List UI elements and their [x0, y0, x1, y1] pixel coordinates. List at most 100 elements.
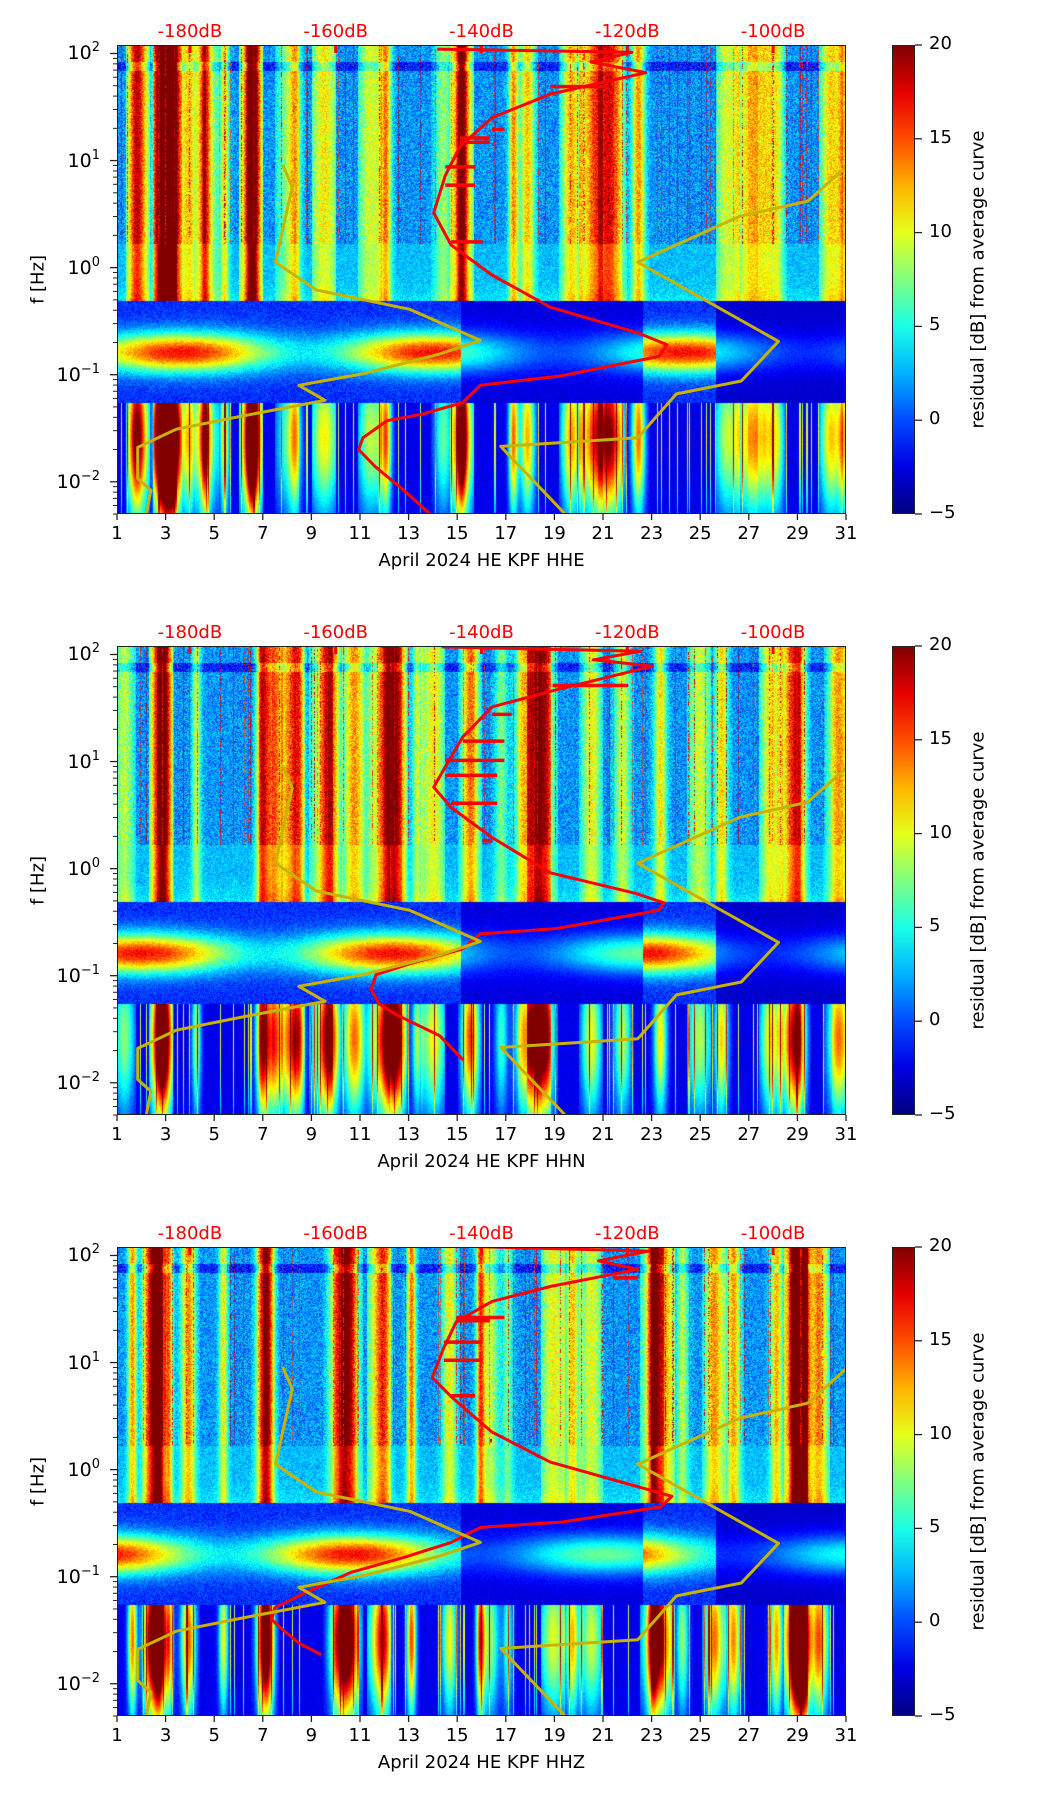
- y-axis-label: f [Hz]: [27, 254, 49, 304]
- y-tick-exponent: 1: [91, 748, 100, 764]
- y-tick-label: 101: [30, 749, 100, 773]
- y-tick-label: 101: [30, 1350, 100, 1374]
- high-noise-model: [499, 766, 845, 1114]
- y-tick-base: 10: [67, 643, 92, 666]
- x-tick-label: 1: [111, 523, 123, 544]
- y-tick-label: 10−2: [30, 1070, 100, 1094]
- x-tick-label: 19: [542, 1725, 566, 1746]
- y-tick-exponent: 0: [91, 254, 100, 270]
- db-tick-label: -120dB: [594, 1223, 660, 1244]
- colorbar: [892, 1247, 915, 1716]
- db-tick-label: -180dB: [157, 1223, 223, 1244]
- x-tick-label: 9: [305, 1725, 318, 1746]
- spectrogram-plot: [117, 1247, 846, 1716]
- y-tick-base: 10: [56, 470, 81, 493]
- x-tick-label: 5: [208, 523, 220, 544]
- db-tick-label: -180dB: [157, 622, 223, 643]
- colorbar-tick-label: 10: [929, 220, 952, 242]
- colorbar-label: residual [dB] from average curve: [967, 730, 989, 1030]
- colorbar-tick-label: 20: [929, 1235, 952, 1256]
- y-tick-base: 10: [67, 42, 92, 65]
- colorbar-tick-label: 20: [929, 634, 952, 655]
- colorbar-tick-label: 15: [929, 727, 952, 749]
- x-tick-label: 27: [737, 523, 761, 544]
- colorbar-tick-label: 0: [929, 1009, 941, 1031]
- colorbar-tick-label: 5: [929, 1516, 941, 1538]
- x-tick-label: 11: [348, 1725, 372, 1746]
- colorbar-tick-label: 0: [929, 408, 941, 430]
- x-tick-label: 21: [591, 1124, 615, 1145]
- x-tick-label: 23: [640, 1124, 664, 1145]
- x-tick-label: 23: [640, 523, 664, 544]
- spectrogram-image: [118, 1248, 845, 1715]
- x-tick-label: 1: [111, 1725, 123, 1746]
- x-tick-label: 23: [640, 1725, 664, 1746]
- y-tick-base: 10: [56, 1565, 81, 1588]
- axes-ticks: [110, 44, 922, 520]
- y-tick-base: 10: [67, 1351, 92, 1374]
- x-tick-label: 13: [397, 523, 421, 544]
- db-tick-label: -180dB: [157, 21, 223, 42]
- db-tick-label: -160dB: [303, 622, 368, 643]
- axes-ticks: [110, 645, 922, 1121]
- colorbar-tick-label: −5: [929, 1704, 956, 1725]
- low-noise-model: [136, 164, 482, 513]
- x-tick-label: 17: [494, 1725, 518, 1746]
- y-tick-label: 100: [30, 1457, 100, 1481]
- y-tick-base: 10: [56, 363, 81, 386]
- db-tick-label: -100dB: [740, 21, 806, 42]
- spectrogram-image: [118, 647, 845, 1114]
- db-tick-label: -140dB: [449, 1223, 514, 1244]
- colorbar: [892, 646, 915, 1115]
- y-tick-label: 102: [30, 40, 100, 64]
- db-tick-label: -140dB: [449, 21, 514, 42]
- y-tick-exponent: 0: [91, 1456, 100, 1472]
- x-tick-label: 31: [834, 1725, 858, 1746]
- colorbar-tick-label: −5: [929, 502, 956, 523]
- x-tick-label: 29: [785, 1725, 809, 1746]
- y-tick-label: 10−2: [30, 1671, 100, 1695]
- colorbar-tick-label: 5: [929, 915, 941, 937]
- x-tick-label: 25: [688, 523, 712, 544]
- colorbar-tick-label: 15: [929, 1328, 952, 1350]
- x-tick-label: 5: [208, 1725, 220, 1746]
- db-tick-label: -100dB: [740, 622, 806, 643]
- y-tick-exponent: −1: [80, 361, 100, 377]
- x-tick-label: 31: [834, 1124, 858, 1145]
- colorbar-tick-label: 20: [929, 33, 952, 54]
- db-tick-label: -100dB: [740, 1223, 806, 1244]
- y-tick-base: 10: [67, 1244, 92, 1267]
- high-noise-model: [499, 1367, 845, 1715]
- x-tick-label: 11: [348, 1124, 372, 1145]
- x-tick-label: 19: [542, 523, 566, 544]
- y-tick-exponent: −2: [80, 468, 100, 484]
- y-tick-label: 10−1: [30, 1564, 100, 1588]
- x-tick-label: 17: [494, 523, 518, 544]
- colorbar-tick-label: 0: [929, 1610, 941, 1632]
- x-tick-label: 13: [397, 1124, 421, 1145]
- high-noise-model: [499, 165, 845, 513]
- y-tick-exponent: 2: [91, 641, 100, 657]
- y-tick-base: 10: [67, 750, 92, 773]
- x-tick-label: 5: [208, 1124, 220, 1145]
- colorbar-label: residual [dB] from average curve: [967, 129, 989, 429]
- x-tick-label: 7: [257, 1725, 269, 1746]
- y-tick-base: 10: [56, 964, 81, 987]
- x-tick-label: 13: [397, 1725, 421, 1746]
- x-tick-label: 21: [591, 1725, 615, 1746]
- colorbar-label: residual [dB] from average curve: [967, 1331, 989, 1631]
- y-tick-label: 100: [30, 856, 100, 880]
- db-tick-label: -120dB: [594, 21, 660, 42]
- x-tick-label: 3: [159, 1725, 172, 1746]
- x-tick-label: 25: [688, 1124, 712, 1145]
- y-tick-label: 102: [30, 641, 100, 665]
- spectrogram-panel: 1 3 5 7 9 11 13 15 17 19 21 23 25 27 29 31 102 101 100 10−1…: [0, 0, 1052, 601]
- y-tick-base: 10: [67, 256, 92, 279]
- y-tick-label: 10−2: [30, 469, 100, 493]
- y-tick-label: 102: [30, 1242, 100, 1266]
- spectrogram-panel: 1 3 5 7 9 11 13 15 17 19 21 23 25 27 29 31 102 101 100 10−1…: [0, 601, 1052, 1202]
- colorbar-tick-label: −5: [929, 1103, 956, 1124]
- y-tick-exponent: 1: [91, 1349, 100, 1365]
- x-tick-label: 7: [257, 1124, 269, 1145]
- x-tick-label: 15: [445, 1124, 469, 1145]
